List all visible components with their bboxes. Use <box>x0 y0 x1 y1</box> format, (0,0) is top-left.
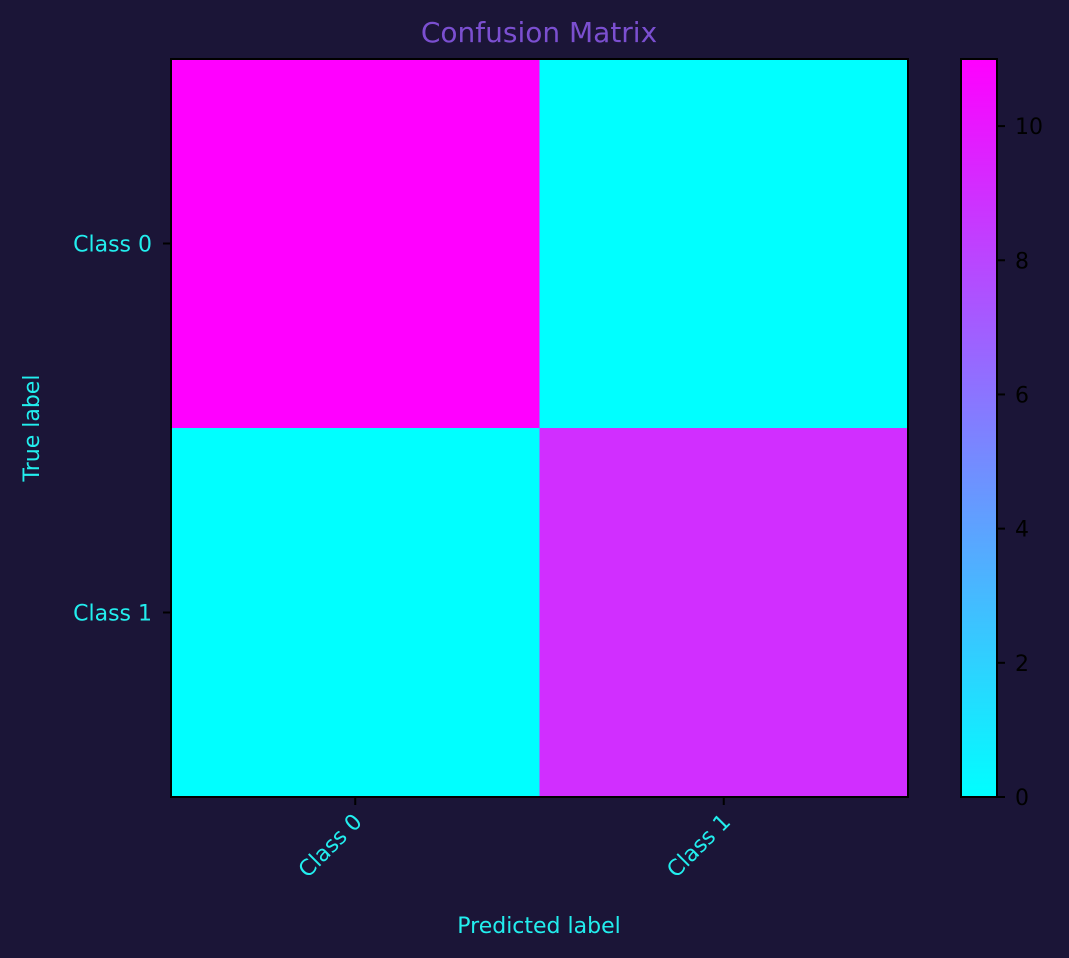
colorbar-tick-label: 8 <box>1015 249 1029 274</box>
colorbar-tick-label: 10 <box>1015 115 1043 140</box>
chart-title: Confusion Matrix <box>421 16 657 49</box>
colorbar-ticks: 0 2 4 6 8 10 <box>997 115 1043 811</box>
colorbar-tick-label: 2 <box>1015 652 1029 677</box>
heatmap-cell <box>539 428 909 798</box>
y-tick-label: Class 0 <box>73 233 152 258</box>
colorbar-tick-label: 6 <box>1015 383 1029 408</box>
y-axis-label: True label <box>20 375 45 483</box>
heatmap-cell <box>171 59 540 429</box>
heatmap-cell <box>539 59 909 429</box>
colorbar-tick-label: 0 <box>1015 786 1029 811</box>
heatmap-cell <box>171 428 540 798</box>
x-axis-label: Predicted label <box>457 914 620 939</box>
colorbar-tick-label: 4 <box>1015 518 1029 543</box>
y-tick-label: Class 1 <box>73 602 152 627</box>
heatmap-frame <box>170 58 909 798</box>
colorbar <box>960 58 998 798</box>
heatmap-cells <box>171 59 909 798</box>
y-axis-ticks: Class 0 Class 1 <box>73 233 171 627</box>
